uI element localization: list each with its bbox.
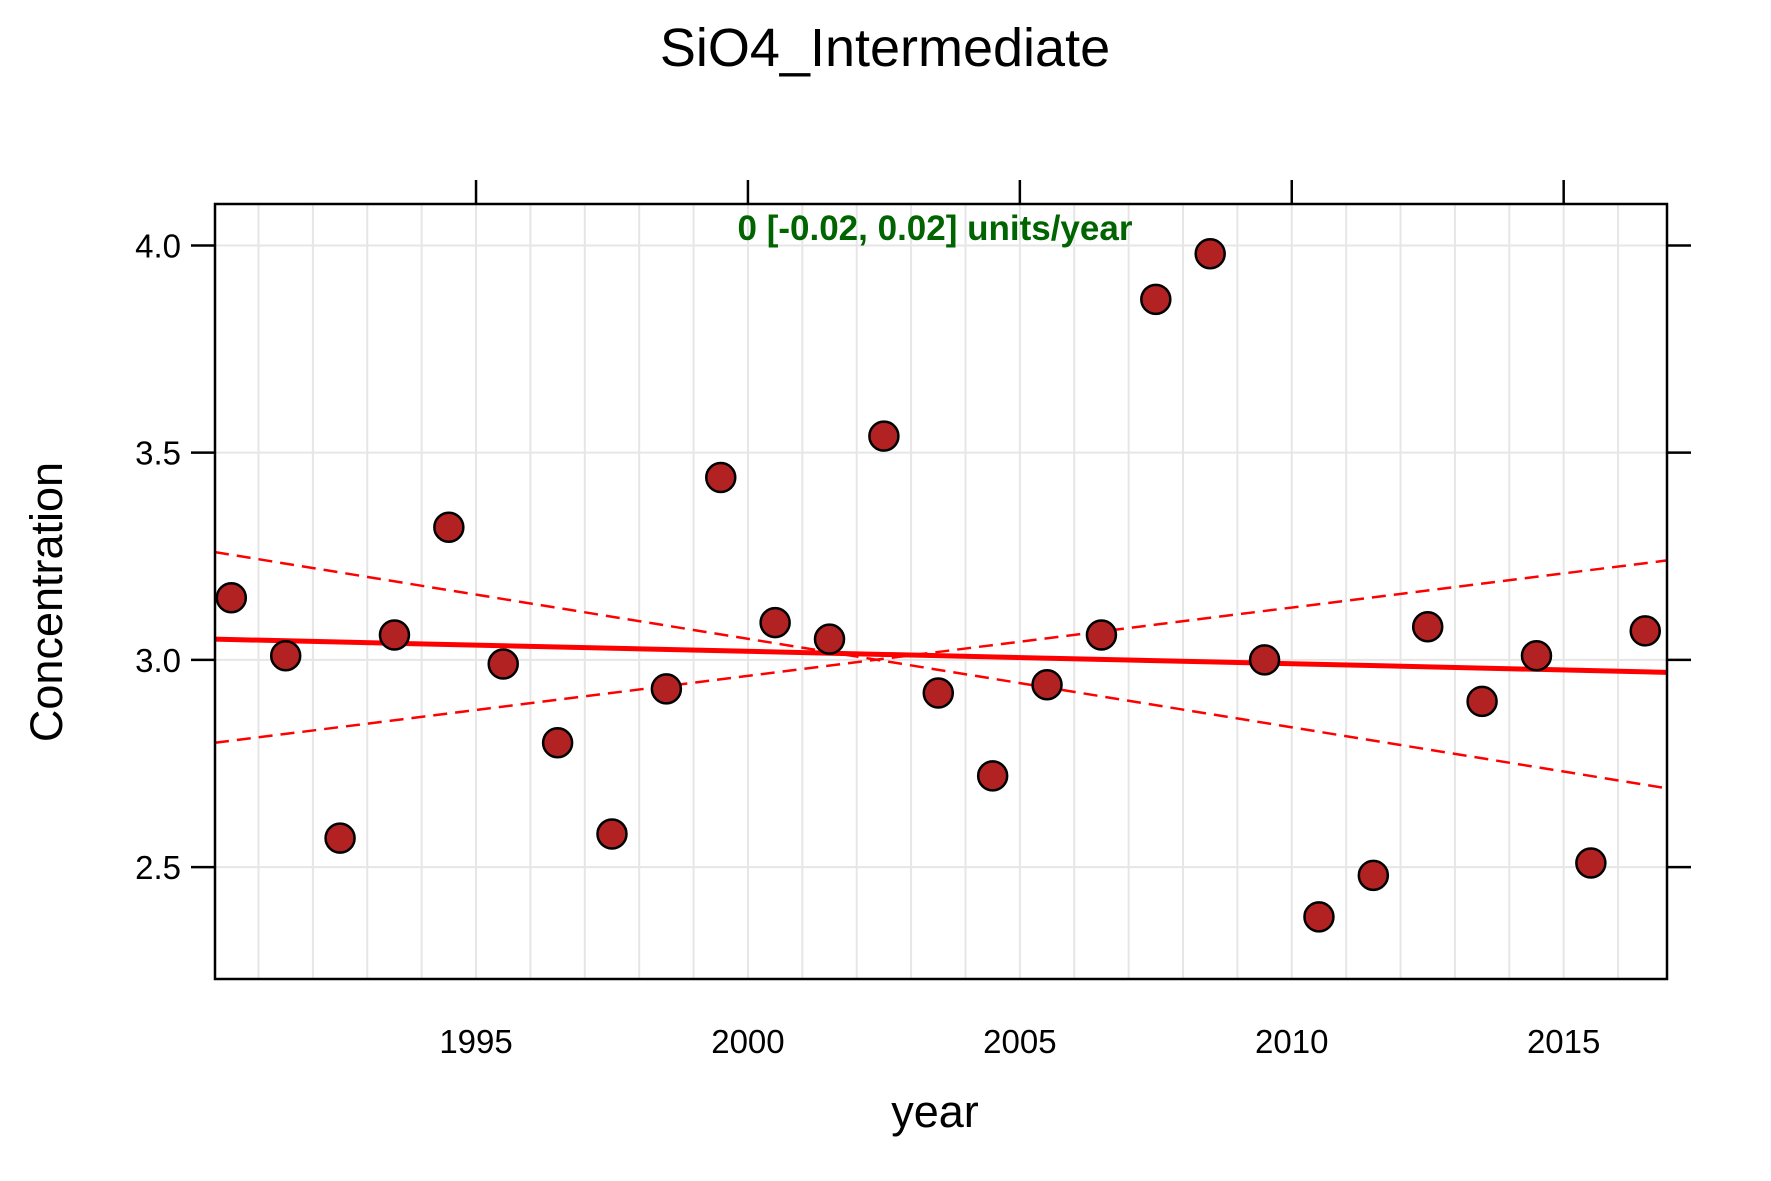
- plot-frame: [213, 202, 1669, 981]
- data-point: [650, 673, 683, 705]
- data-point: [1411, 610, 1444, 643]
- data-point: [1140, 283, 1172, 316]
- y-axis-label: Concentration: [21, 462, 72, 742]
- confidence-line: [214, 550, 1668, 790]
- data-point: [813, 623, 846, 655]
- data-point: [1303, 901, 1335, 933]
- trend-line: [214, 636, 1668, 675]
- x-axis-label: year: [891, 1086, 979, 1137]
- data-point: [596, 818, 628, 850]
- data-point: [215, 581, 248, 614]
- y-tick-label: 3.0: [135, 642, 181, 679]
- x-tick-label: 2005: [983, 1023, 1056, 1060]
- x-tick-label: 2010: [1255, 1023, 1328, 1060]
- chart-title: SiO4_Intermediate: [660, 18, 1110, 78]
- x-tick-label: 1995: [439, 1023, 512, 1060]
- data-point: [705, 461, 737, 494]
- data-point: [433, 511, 465, 544]
- data-point: [1466, 685, 1498, 718]
- data-point: [378, 619, 411, 651]
- grid-lines: [215, 204, 1667, 979]
- data-point: [1520, 639, 1553, 672]
- data-point: [922, 677, 955, 709]
- x-tick-label: 2015: [1527, 1023, 1600, 1060]
- data-points: [215, 237, 1661, 933]
- y-tick-label: 2.5: [135, 849, 181, 886]
- data-point: [759, 606, 791, 639]
- data-point: [487, 648, 519, 680]
- data-point: [868, 420, 900, 452]
- data-point: [269, 639, 302, 672]
- trend-lines: [214, 550, 1668, 790]
- data-point: [541, 727, 574, 759]
- data-point: [1194, 237, 1226, 270]
- data-point: [324, 822, 356, 854]
- data-point: [1085, 619, 1118, 651]
- data-point: [1357, 859, 1390, 892]
- x-tick-label: 2000: [711, 1023, 784, 1060]
- data-point: [1575, 847, 1607, 879]
- data-point: [1248, 644, 1281, 676]
- confidence-line: [214, 559, 1668, 745]
- data-point: [1031, 668, 1063, 701]
- axis-ticks: 1995 2000 2005 2010 2015 2.5 3.0 3.5 4.0: [135, 180, 1691, 1060]
- data-point: [1629, 615, 1661, 647]
- trend-annotation: 0 [-0.02, 0.02] units/year: [738, 209, 1133, 248]
- data-point: [976, 760, 1009, 792]
- y-tick-label: 4.0: [135, 227, 181, 264]
- y-tick-label: 3.5: [135, 435, 181, 472]
